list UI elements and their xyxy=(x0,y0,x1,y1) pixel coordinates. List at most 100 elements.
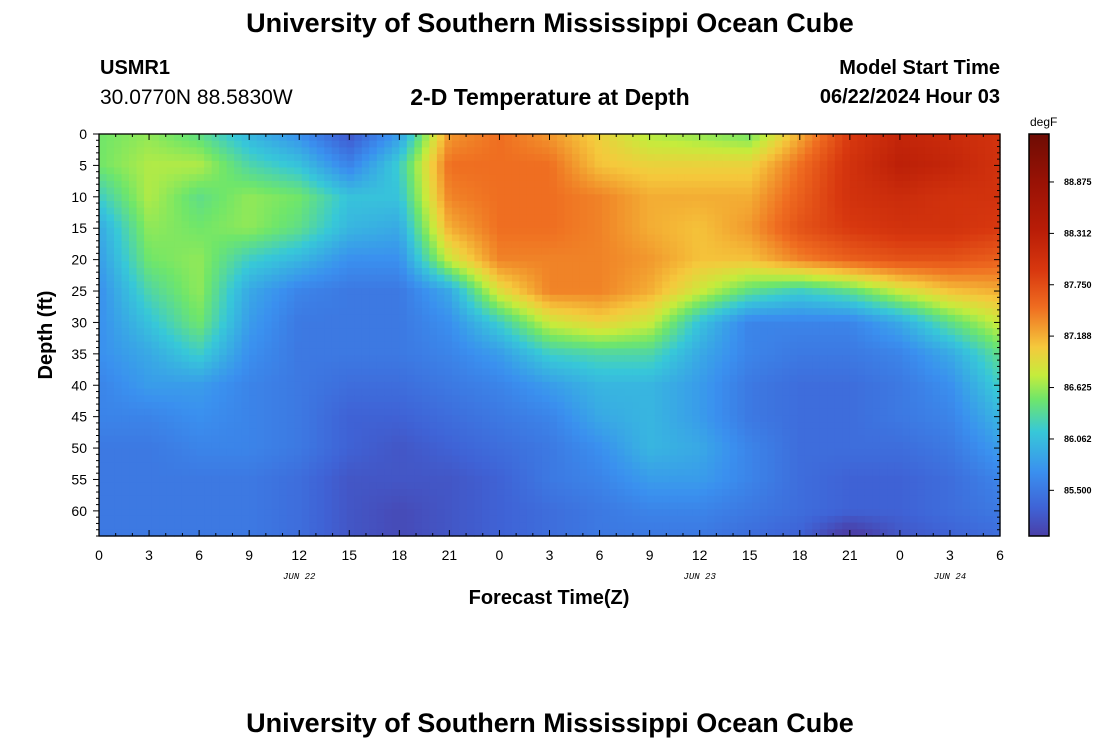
heatmap-cell xyxy=(924,268,934,276)
heatmap-cell xyxy=(204,314,213,323)
heatmap-cell xyxy=(346,227,355,236)
heatmap-cell xyxy=(429,234,438,242)
heatmap-cell xyxy=(909,321,919,329)
heatmap-cell xyxy=(632,167,641,175)
heatmap-cell xyxy=(196,221,205,229)
heatmap-cell xyxy=(767,308,776,316)
heatmap-cell xyxy=(219,201,228,209)
heatmap-cell xyxy=(647,341,656,349)
heatmap-cell xyxy=(504,134,513,142)
heatmap-cell xyxy=(474,201,483,209)
heatmap-cell xyxy=(594,308,603,316)
heatmap-cell xyxy=(947,254,956,262)
heatmap-cell xyxy=(406,395,415,403)
heatmap-cell xyxy=(159,261,168,269)
heatmap-cell xyxy=(827,281,836,289)
heatmap-cell xyxy=(121,328,130,336)
heatmap-cell xyxy=(226,214,235,222)
heatmap-cell xyxy=(624,254,633,262)
heatmap-cell xyxy=(256,207,265,215)
heatmap-cell xyxy=(737,368,746,376)
heatmap-cell xyxy=(234,207,243,215)
heatmap-cell xyxy=(391,194,400,202)
heatmap-cell xyxy=(564,402,573,410)
heatmap-cell xyxy=(609,408,618,416)
heatmap-cell xyxy=(842,268,851,276)
heatmap-cell xyxy=(954,221,964,229)
heatmap-cell xyxy=(496,160,506,169)
heatmap-cell xyxy=(909,241,919,249)
heatmap-cell xyxy=(722,301,731,309)
heatmap-cell xyxy=(99,361,108,370)
heatmap-cell xyxy=(226,254,235,262)
heatmap-cell xyxy=(174,221,183,229)
heatmap-cell xyxy=(196,160,205,169)
heatmap-cell xyxy=(872,355,881,363)
heatmap-cell xyxy=(557,180,566,189)
heatmap-cell xyxy=(399,375,408,383)
heatmap-cell xyxy=(594,147,603,155)
heatmap-cell xyxy=(722,388,731,396)
heatmap-cell xyxy=(144,395,153,403)
heatmap-cell xyxy=(219,408,228,416)
heatmap-cell xyxy=(166,375,175,383)
heatmap-cell xyxy=(354,268,363,276)
heatmap-cell xyxy=(902,261,911,269)
heatmap-cell xyxy=(339,348,348,356)
heatmap-cell xyxy=(361,180,370,189)
heatmap-cell xyxy=(984,321,994,329)
heatmap-cell xyxy=(917,381,926,390)
heatmap-cell xyxy=(609,174,618,182)
heatmap-cell xyxy=(834,247,843,256)
heatmap-cell xyxy=(804,274,813,282)
heatmap-cell xyxy=(624,341,633,349)
heatmap-cell xyxy=(429,254,438,262)
heatmap-cell xyxy=(241,214,250,222)
heatmap-cell xyxy=(226,207,235,215)
heatmap-cell xyxy=(121,187,130,195)
heatmap-cell xyxy=(534,294,543,303)
heatmap-cell xyxy=(759,335,768,343)
heatmap-cell xyxy=(549,254,558,262)
heatmap-cell xyxy=(594,314,603,323)
heatmap-cell xyxy=(174,134,183,142)
heatmap-cell xyxy=(932,402,941,410)
heatmap-cell xyxy=(962,147,971,155)
heatmap-cell xyxy=(647,348,656,356)
heatmap-cell xyxy=(129,227,138,236)
heatmap-cell xyxy=(264,147,273,155)
heatmap-cell xyxy=(204,381,213,390)
heatmap-cell xyxy=(526,187,536,195)
heatmap-cell xyxy=(159,288,168,296)
heatmap-cell xyxy=(399,167,408,175)
heatmap-cell xyxy=(121,301,130,309)
heatmap-cell xyxy=(541,314,551,323)
heatmap-cell xyxy=(849,254,858,262)
heatmap-cell xyxy=(797,268,806,276)
heatmap-cell xyxy=(129,355,138,363)
heatmap-cell xyxy=(984,254,994,262)
heatmap-cell xyxy=(744,402,753,410)
heatmap-cell xyxy=(354,221,363,229)
heatmap-cell xyxy=(594,381,603,390)
heatmap-cell xyxy=(812,241,821,249)
heatmap-cell xyxy=(376,160,385,169)
heatmap-cell xyxy=(189,355,198,363)
heatmap-cell xyxy=(617,207,626,215)
heatmap-cell xyxy=(324,368,333,376)
heatmap-cell xyxy=(789,167,798,175)
heatmap-cell xyxy=(451,308,460,316)
heatmap-cell xyxy=(827,294,836,303)
heatmap-cell xyxy=(136,314,145,323)
heatmap-cell xyxy=(864,134,873,142)
heatmap-cell xyxy=(189,234,198,242)
heatmap-cell xyxy=(114,147,123,155)
heatmap-cell xyxy=(241,241,250,249)
heatmap-cell xyxy=(767,368,776,376)
heatmap-cell xyxy=(924,214,934,222)
heatmap-cell xyxy=(256,194,265,202)
heatmap-cell xyxy=(316,402,325,410)
heatmap-cell xyxy=(459,194,468,202)
heatmap-cell xyxy=(444,321,453,329)
